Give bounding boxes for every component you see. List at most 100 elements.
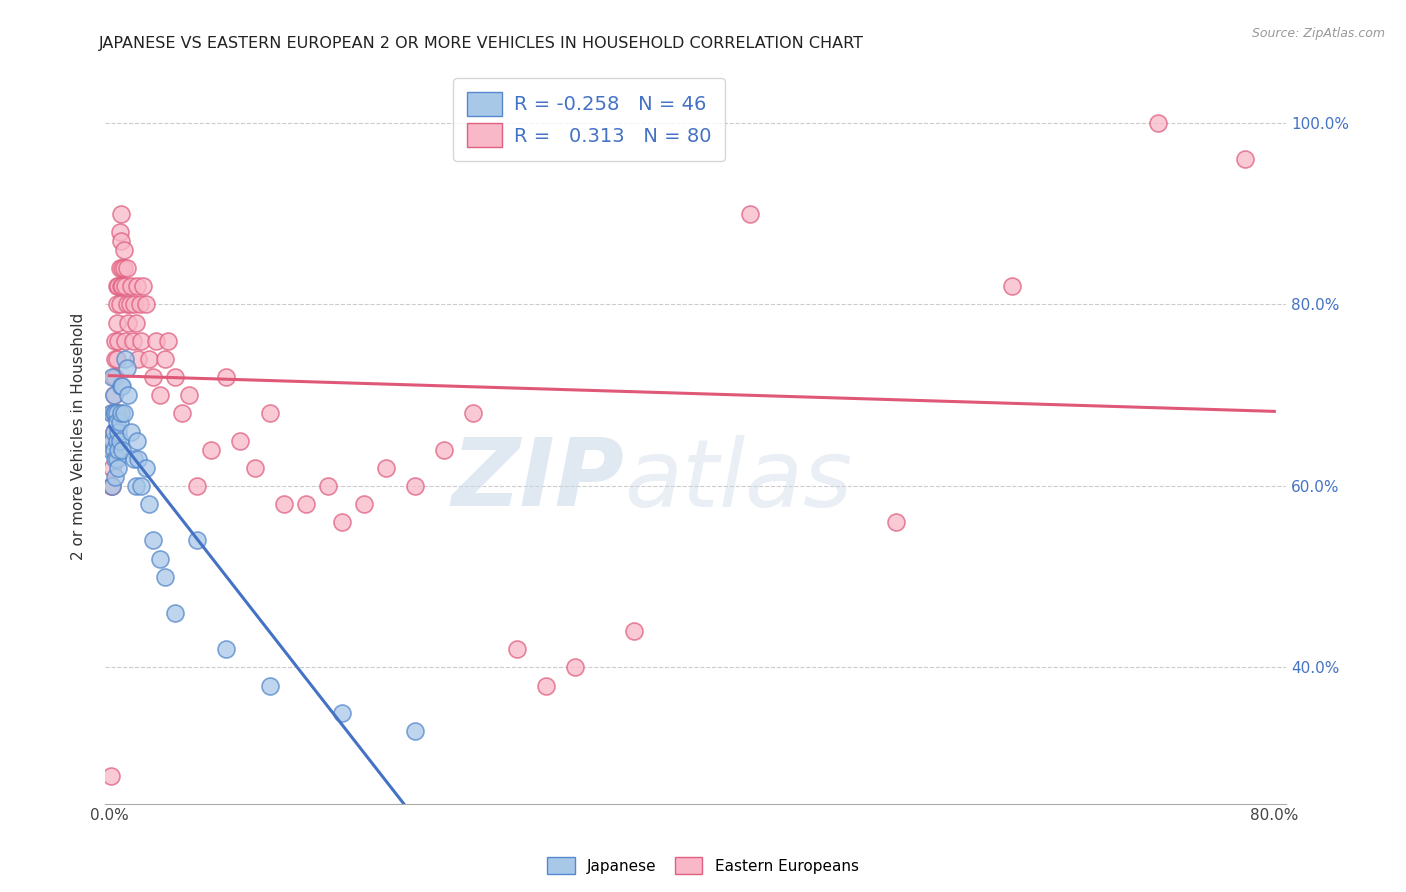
Point (115, 297, 138, 311)
Point (107, 442, 129, 457)
Point (105, 434, 128, 448)
Point (215, 642, 238, 657)
Point (200, 442, 222, 457)
Point (135, 297, 157, 311)
Point (110, 379, 132, 393)
Point (463, 406, 485, 420)
Point (117, 388, 139, 402)
Point (131, 334, 153, 348)
Point (353, 497, 375, 511)
Point (105, 451, 128, 466)
Point (330, 706, 353, 720)
Point (404, 724, 426, 739)
Point (534, 679, 557, 693)
Point (114, 351, 136, 366)
Point (145, 334, 167, 348)
Point (149, 551, 172, 566)
Point (101, 479, 124, 493)
Point (114, 279, 136, 293)
Point (135, 460, 157, 475)
Point (112, 243, 135, 257)
Point (186, 533, 208, 548)
Point (105, 416, 128, 430)
Point (107, 425, 129, 439)
Point (1001, 279, 1024, 293)
Point (125, 279, 148, 293)
Point (404, 479, 426, 493)
Point (103, 370, 125, 384)
Point (101, 460, 124, 475)
Point (104, 406, 127, 420)
Point (124, 316, 146, 330)
Point (122, 451, 145, 466)
Point (110, 279, 132, 293)
Point (120, 279, 142, 293)
Point (108, 297, 131, 311)
Text: JAPANESE VS EASTERN EUROPEAN 2 OR MORE VEHICLES IN HOUSEHOLD CORRELATION CHART: JAPANESE VS EASTERN EUROPEAN 2 OR MORE V… (98, 36, 863, 51)
Point (273, 497, 295, 511)
Point (114, 334, 136, 348)
Point (112, 261, 135, 276)
Point (127, 351, 149, 366)
Point (104, 470, 127, 484)
Point (104, 351, 127, 366)
Point (101, 370, 124, 384)
Point (100, 442, 122, 457)
Point (215, 370, 238, 384)
Point (259, 406, 281, 420)
Text: ZIP: ZIP (451, 434, 624, 526)
Legend: Japanese, Eastern Europeans: Japanese, Eastern Europeans (541, 851, 865, 880)
Legend: R = -0.258   N = 46, R =   0.313   N = 80: R = -0.258 N = 46, R = 0.313 N = 80 (454, 78, 725, 161)
Point (295, 497, 318, 511)
Point (506, 642, 529, 657)
Point (105, 351, 128, 366)
Point (104, 406, 127, 420)
Point (132, 279, 155, 293)
Point (107, 334, 129, 348)
Point (121, 334, 143, 348)
Point (1146, 116, 1168, 130)
Point (330, 516, 353, 530)
Point (138, 497, 160, 511)
Point (142, 370, 165, 384)
Point (229, 434, 252, 448)
Point (122, 297, 145, 311)
Point (104, 451, 127, 466)
Point (259, 679, 281, 693)
Point (105, 316, 128, 330)
Point (103, 388, 125, 402)
Point (118, 297, 141, 311)
Point (107, 279, 129, 293)
Point (108, 225, 131, 239)
Point (884, 516, 907, 530)
Point (156, 334, 179, 348)
Point (105, 406, 128, 420)
Point (1234, 153, 1257, 167)
Point (129, 297, 152, 311)
Point (108, 416, 131, 430)
Point (115, 261, 138, 276)
Point (105, 297, 128, 311)
Point (103, 425, 125, 439)
Point (149, 388, 172, 402)
Point (153, 351, 176, 366)
Point (117, 316, 139, 330)
Point (127, 451, 149, 466)
Point (738, 207, 761, 221)
Point (124, 479, 146, 493)
Point (101, 479, 124, 493)
Point (243, 460, 266, 475)
Point (125, 434, 148, 448)
Point (111, 442, 134, 457)
Point (111, 279, 134, 293)
Point (111, 261, 134, 276)
Point (105, 279, 128, 293)
Point (131, 479, 153, 493)
Point (110, 207, 132, 221)
Point (104, 334, 127, 348)
Point (100, 406, 122, 420)
Point (101, 434, 124, 448)
Point (153, 570, 176, 584)
Point (115, 361, 138, 376)
Point (107, 460, 129, 475)
